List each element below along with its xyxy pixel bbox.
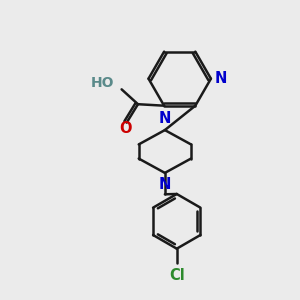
Text: N: N: [215, 70, 227, 86]
Text: HO: HO: [91, 76, 114, 90]
Text: N: N: [159, 177, 171, 192]
Text: O: O: [119, 121, 132, 136]
Text: Cl: Cl: [169, 268, 184, 283]
Text: N: N: [159, 111, 171, 126]
